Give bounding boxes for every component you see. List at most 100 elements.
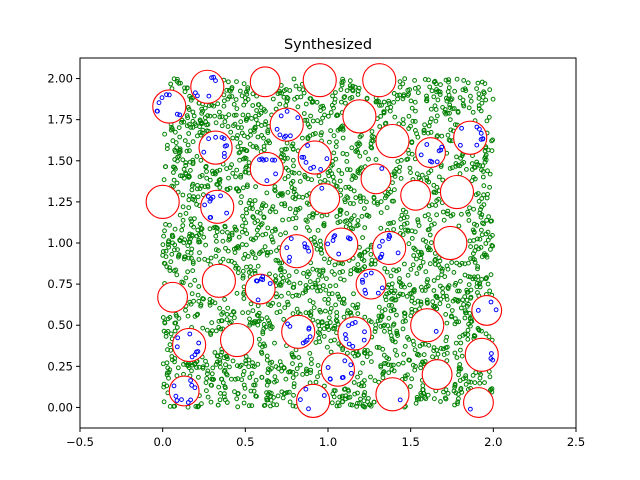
background-point (240, 372, 246, 378)
background-point (369, 138, 375, 144)
inner-point (352, 320, 358, 325)
inner-point (210, 194, 216, 200)
background-point (487, 374, 493, 380)
inner-point (224, 143, 230, 149)
background-point (351, 380, 357, 385)
background-point (402, 76, 408, 82)
background-point (340, 126, 346, 131)
circle-group (172, 327, 207, 363)
background-point (402, 221, 407, 227)
background-point (328, 128, 334, 134)
background-point (433, 118, 439, 124)
circle-group (375, 123, 410, 159)
background-point (477, 163, 483, 168)
inner-point (207, 215, 213, 220)
background-point (435, 275, 441, 281)
background-point (388, 308, 394, 314)
background-point (288, 369, 293, 375)
background-point (400, 292, 406, 297)
background-point (238, 200, 244, 206)
y-tick-label: 0.50 (47, 318, 73, 332)
background-point (426, 342, 432, 348)
inner-point (343, 332, 348, 337)
background-point (220, 310, 226, 315)
background-point (162, 228, 167, 234)
background-point (247, 375, 253, 380)
background-point (168, 127, 174, 133)
background-point (199, 401, 204, 407)
background-point (245, 310, 251, 316)
background-point (454, 76, 460, 82)
background-point (464, 167, 469, 172)
background-point (186, 173, 192, 179)
background-point (382, 307, 388, 313)
background-point (203, 242, 209, 248)
background-point (439, 133, 445, 139)
background-point (351, 201, 356, 207)
background-point (374, 344, 380, 350)
background-point (405, 228, 411, 234)
background-point (310, 211, 316, 217)
background-point (240, 223, 245, 229)
background-point (189, 187, 195, 193)
background-point (282, 269, 288, 275)
background-point (260, 329, 266, 335)
background-point (185, 313, 191, 319)
background-point (468, 323, 473, 329)
background-point (391, 267, 397, 273)
background-point (388, 273, 394, 279)
background-point (389, 303, 395, 308)
background-point (318, 309, 324, 315)
background-point (205, 368, 211, 374)
inner-point (195, 349, 201, 354)
background-point (448, 127, 454, 133)
background-point (471, 174, 476, 180)
background-point (356, 85, 362, 91)
background-point (475, 191, 481, 196)
background-point (410, 262, 416, 268)
background-point (169, 234, 175, 239)
circle-group (375, 377, 410, 412)
background-point (240, 112, 246, 118)
background-point (396, 267, 402, 273)
background-point (176, 316, 182, 321)
background-point (241, 147, 247, 152)
background-point (470, 109, 476, 115)
background-point (221, 98, 227, 104)
x-axis: −0.5 0.0 0.5 1.0 1.5 2.0 2.5 (66, 428, 585, 449)
background-point (186, 205, 192, 211)
background-point (248, 388, 254, 394)
background-point (399, 157, 404, 163)
background-point (485, 168, 490, 174)
plot-area (79, 57, 577, 429)
background-point (484, 195, 490, 201)
background-point (273, 364, 279, 370)
background-point (166, 369, 172, 375)
background-point (190, 159, 196, 165)
background-point (209, 376, 215, 382)
background-point (218, 259, 224, 265)
circle-group (200, 189, 235, 224)
background-point (220, 238, 226, 244)
background-point (232, 224, 238, 230)
red-circle (157, 281, 189, 313)
background-point (474, 159, 480, 165)
background-point (253, 235, 259, 241)
background-point (483, 241, 489, 246)
background-point (345, 350, 350, 356)
red-circle (296, 383, 331, 418)
background-point (312, 239, 318, 245)
inner-point (330, 238, 336, 243)
background-point (301, 270, 306, 276)
background-point (396, 361, 401, 367)
background-point (378, 113, 384, 119)
inner-point (418, 152, 424, 158)
background-point (167, 268, 173, 273)
background-point (464, 303, 470, 309)
background-point (386, 98, 392, 104)
background-point (335, 112, 341, 118)
background-point (463, 373, 469, 379)
background-point (342, 197, 348, 203)
background-point (296, 355, 302, 360)
